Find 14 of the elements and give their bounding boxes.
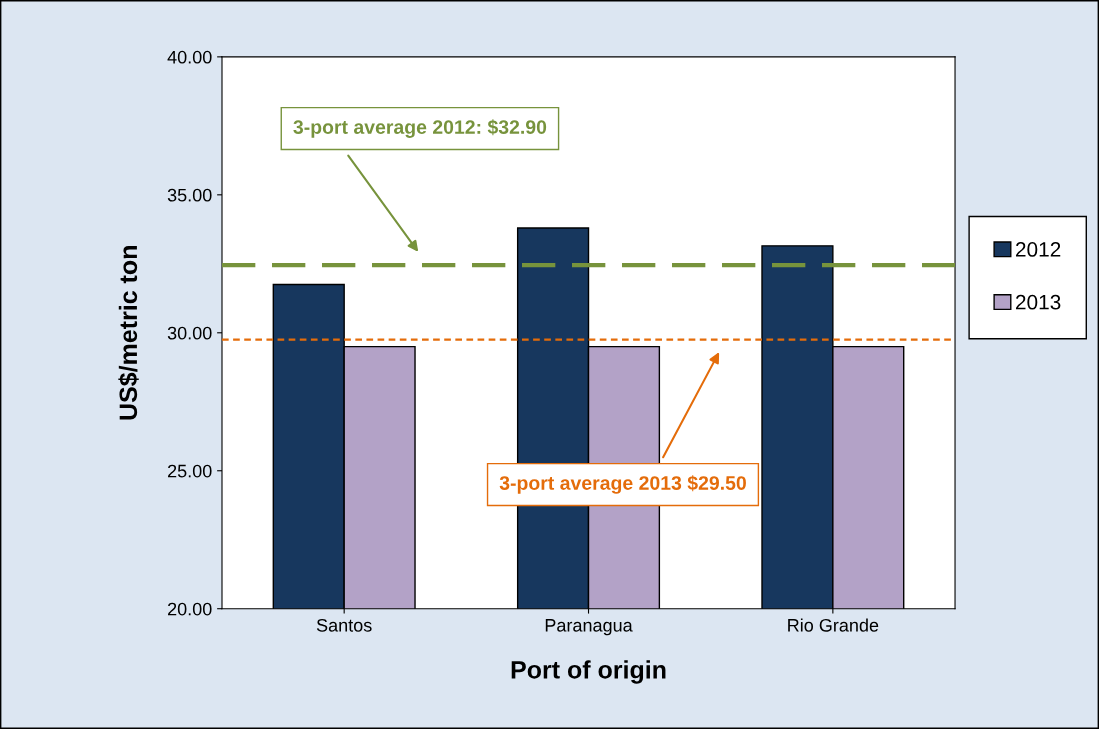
annotation: 3-port average 2012: $32.90: [293, 119, 547, 138]
x-tick-label: Rio Grande: [788, 618, 879, 632]
y-tick-label: 30.00: [167, 326, 212, 340]
y-tick-label: 35.00: [167, 188, 212, 202]
y-tick-label: 40.00: [167, 50, 212, 64]
x-tick-label: Paranagua: [545, 619, 633, 636]
y-axis-title: US$/metric ton: [118, 246, 139, 420]
legend-label: 2012: [1015, 242, 1061, 257]
x-tick-label: Santos: [316, 618, 372, 632]
legend-label: 2013: [1015, 294, 1061, 310]
y-tick-label: 20.00: [168, 602, 212, 616]
annotation: 3-port average 2013 $29.50: [499, 475, 746, 494]
x-axis-title: Port of origin: [511, 660, 666, 684]
y-tick-label: 25.00: [168, 464, 212, 478]
